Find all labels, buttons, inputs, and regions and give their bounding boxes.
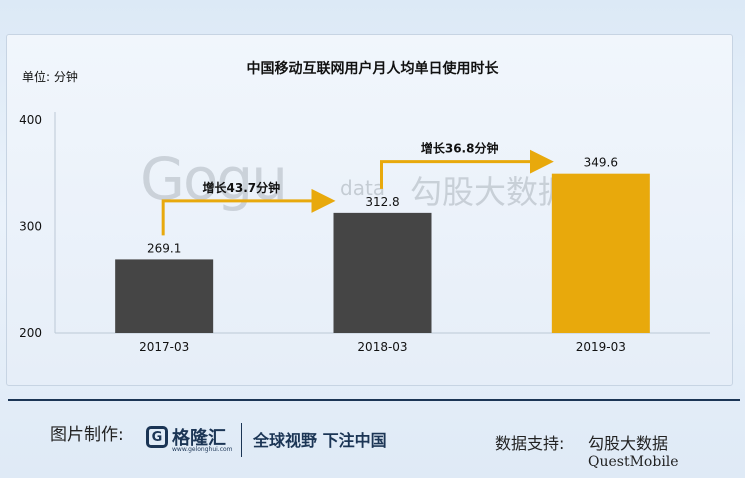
logo-url: www.gelonghui.com [172,446,233,453]
logo-char: G [151,429,163,445]
chart-title: 中国移动互联网用户月人均单日使用时长 [246,61,499,77]
growth-arrow [161,188,336,236]
data-label: 349.6 [584,156,618,170]
data-label: 269.1 [147,241,181,255]
logo-name: 格隆汇 [172,428,226,449]
watermark-sub: data [340,176,386,200]
y-axis-unit: 单位: 分钟 [22,70,78,84]
growth-annotation: 增长43.7分钟 [203,180,281,195]
footer-divider [8,399,740,401]
footer-separator [241,423,242,457]
growth-annotation: 增长36.8分钟 [421,141,499,156]
x-tick-label: 2019-03 [576,340,626,354]
logo-icon: G [146,426,168,448]
data-support-label: 数据支持: [495,434,565,453]
bar [333,212,432,333]
bar-chart: 200 300 400 269.1 2017-03 312.8 2018-03 349.6 2… [19,112,710,354]
data-label: 312.8 [365,195,399,209]
bar [551,173,650,333]
y-tick-label: 300 [19,220,42,234]
y-tick-label: 200 [19,326,42,340]
y-tick-label: 400 [19,113,42,127]
growth-arrow [380,149,554,189]
bar [115,259,214,333]
made-by-label: 图片制作: [50,425,124,445]
watermark-cn: 勾股大数据 [410,173,571,211]
x-tick-label: 2018-03 [357,340,407,354]
data-support-source-2: QuestMobile [588,454,679,470]
x-tick-label: 2017-03 [139,340,189,354]
data-support-source-1: 勾股大数据 [588,434,669,453]
slogan: 全球视野 下注中国 [253,431,387,450]
